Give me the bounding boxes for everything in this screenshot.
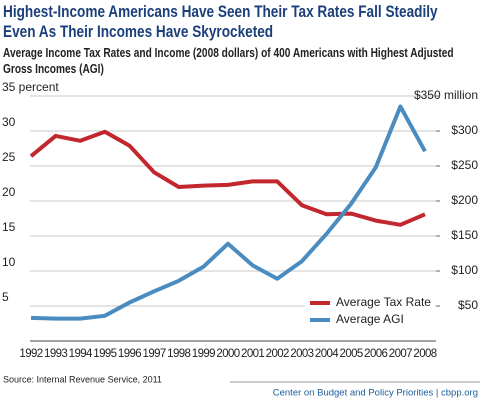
x-tick-label: 1994 — [69, 348, 93, 360]
x-tick-label: 2003 — [290, 348, 313, 360]
footer: Center on Budget and Policy Priorities |… — [273, 388, 478, 399]
x-tick-label: 1992 — [19, 348, 42, 360]
y-tick-label: 10 — [2, 255, 16, 269]
y-tick-label: 20 — [2, 185, 16, 199]
x-tick-label: 1999 — [192, 348, 215, 360]
legend-label: Average AGI — [336, 312, 404, 326]
y2-tick-label: $350 million — [414, 88, 478, 102]
y-tick-label: 25 — [2, 150, 16, 164]
y2-tick-label: $150 — [451, 228, 478, 242]
y2-tick-label: $250 — [451, 158, 478, 172]
source: Source: Internal Revenue Service, 2011 — [3, 374, 162, 384]
x-tick-label: 1997 — [143, 348, 166, 360]
series-line — [29, 129, 426, 227]
x-tick-label: 2006 — [364, 348, 387, 360]
x-tick-label: 2000 — [216, 348, 239, 360]
chart-title: Highest-Income Americans Have Seen Their… — [3, 2, 438, 41]
x-tick-label: 2001 — [241, 348, 264, 360]
x-tick-label: 1998 — [167, 348, 190, 360]
x-tick-label: 2008 — [413, 348, 436, 360]
y-tick-label: 15 — [2, 220, 16, 234]
x-tick-label: 2005 — [340, 348, 363, 360]
series-line — [30, 104, 427, 321]
y-tick-label: 30 — [2, 115, 16, 129]
x-tick-label: 2002 — [266, 348, 289, 360]
x-tick-label: 1993 — [44, 348, 67, 360]
y-tick-label: 5 — [2, 290, 9, 304]
legend-box — [305, 293, 435, 333]
chart-subtitle: Average Income Tax Rates and Income (200… — [3, 45, 454, 76]
x-tick-label: 1995 — [93, 348, 116, 360]
x-tick-label: 2004 — [315, 348, 339, 360]
x-tick-label: 1996 — [118, 348, 141, 360]
y2-tick-label: $200 — [451, 193, 478, 207]
y-tick-label: 35 percent — [2, 80, 59, 94]
y2-tick-label: $50 — [458, 298, 478, 312]
y2-tick-label: $300 — [451, 123, 478, 137]
y2-tick-label: $100 — [451, 263, 478, 277]
x-tick-label: 2007 — [389, 348, 412, 360]
legend-label: Average Tax Rate — [336, 295, 431, 309]
